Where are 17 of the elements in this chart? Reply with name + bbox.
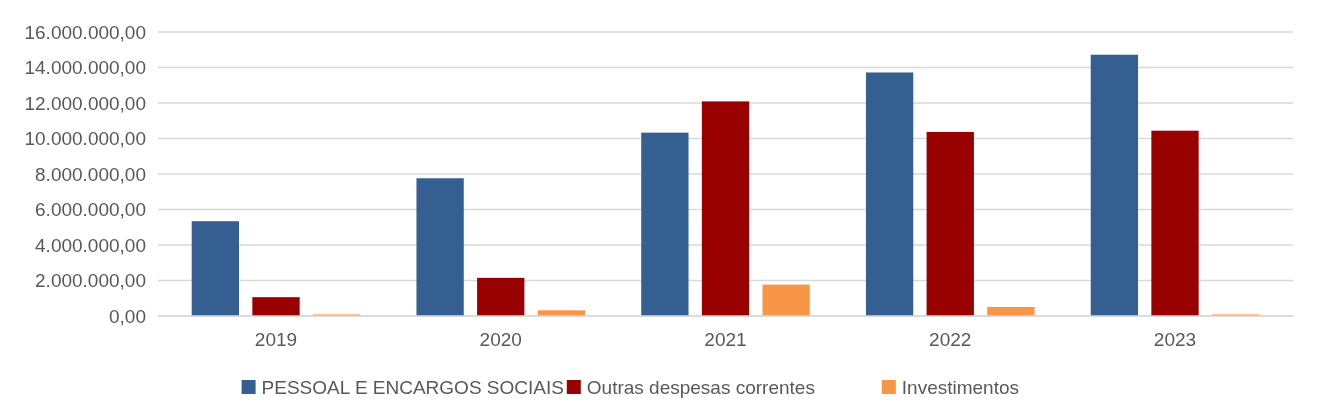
x-tick-label: 2019	[254, 329, 298, 350]
legend-label: Outras despesas correntes	[586, 377, 815, 398]
y-tick-label: 16.000.000,00	[24, 21, 146, 43]
y-tick-label: 4.000.000,00	[35, 234, 146, 256]
legend-label: Investimentos	[901, 377, 1020, 398]
y-tick-label: 8.000.000,00	[35, 163, 146, 185]
x-tick-label: 2022	[929, 329, 972, 350]
y-tick-label: 0,00	[109, 305, 146, 327]
x-tick-label: 2021	[704, 329, 747, 350]
y-tick-label: 14.000.000,00	[24, 57, 146, 79]
y-tick-label: 12.000.000,00	[24, 92, 146, 114]
x-tick-label: 2020	[479, 329, 522, 350]
y-tick-label: 2.000.000,00	[35, 270, 146, 292]
legend-label: PESSOAL E ENCARGOS SOCIAIS	[261, 377, 564, 398]
y-tick-label: 6.000.000,00	[35, 199, 146, 221]
y-tick-label: 10.000.000,00	[24, 128, 146, 150]
x-tick-label: 2023	[1153, 329, 1197, 350]
